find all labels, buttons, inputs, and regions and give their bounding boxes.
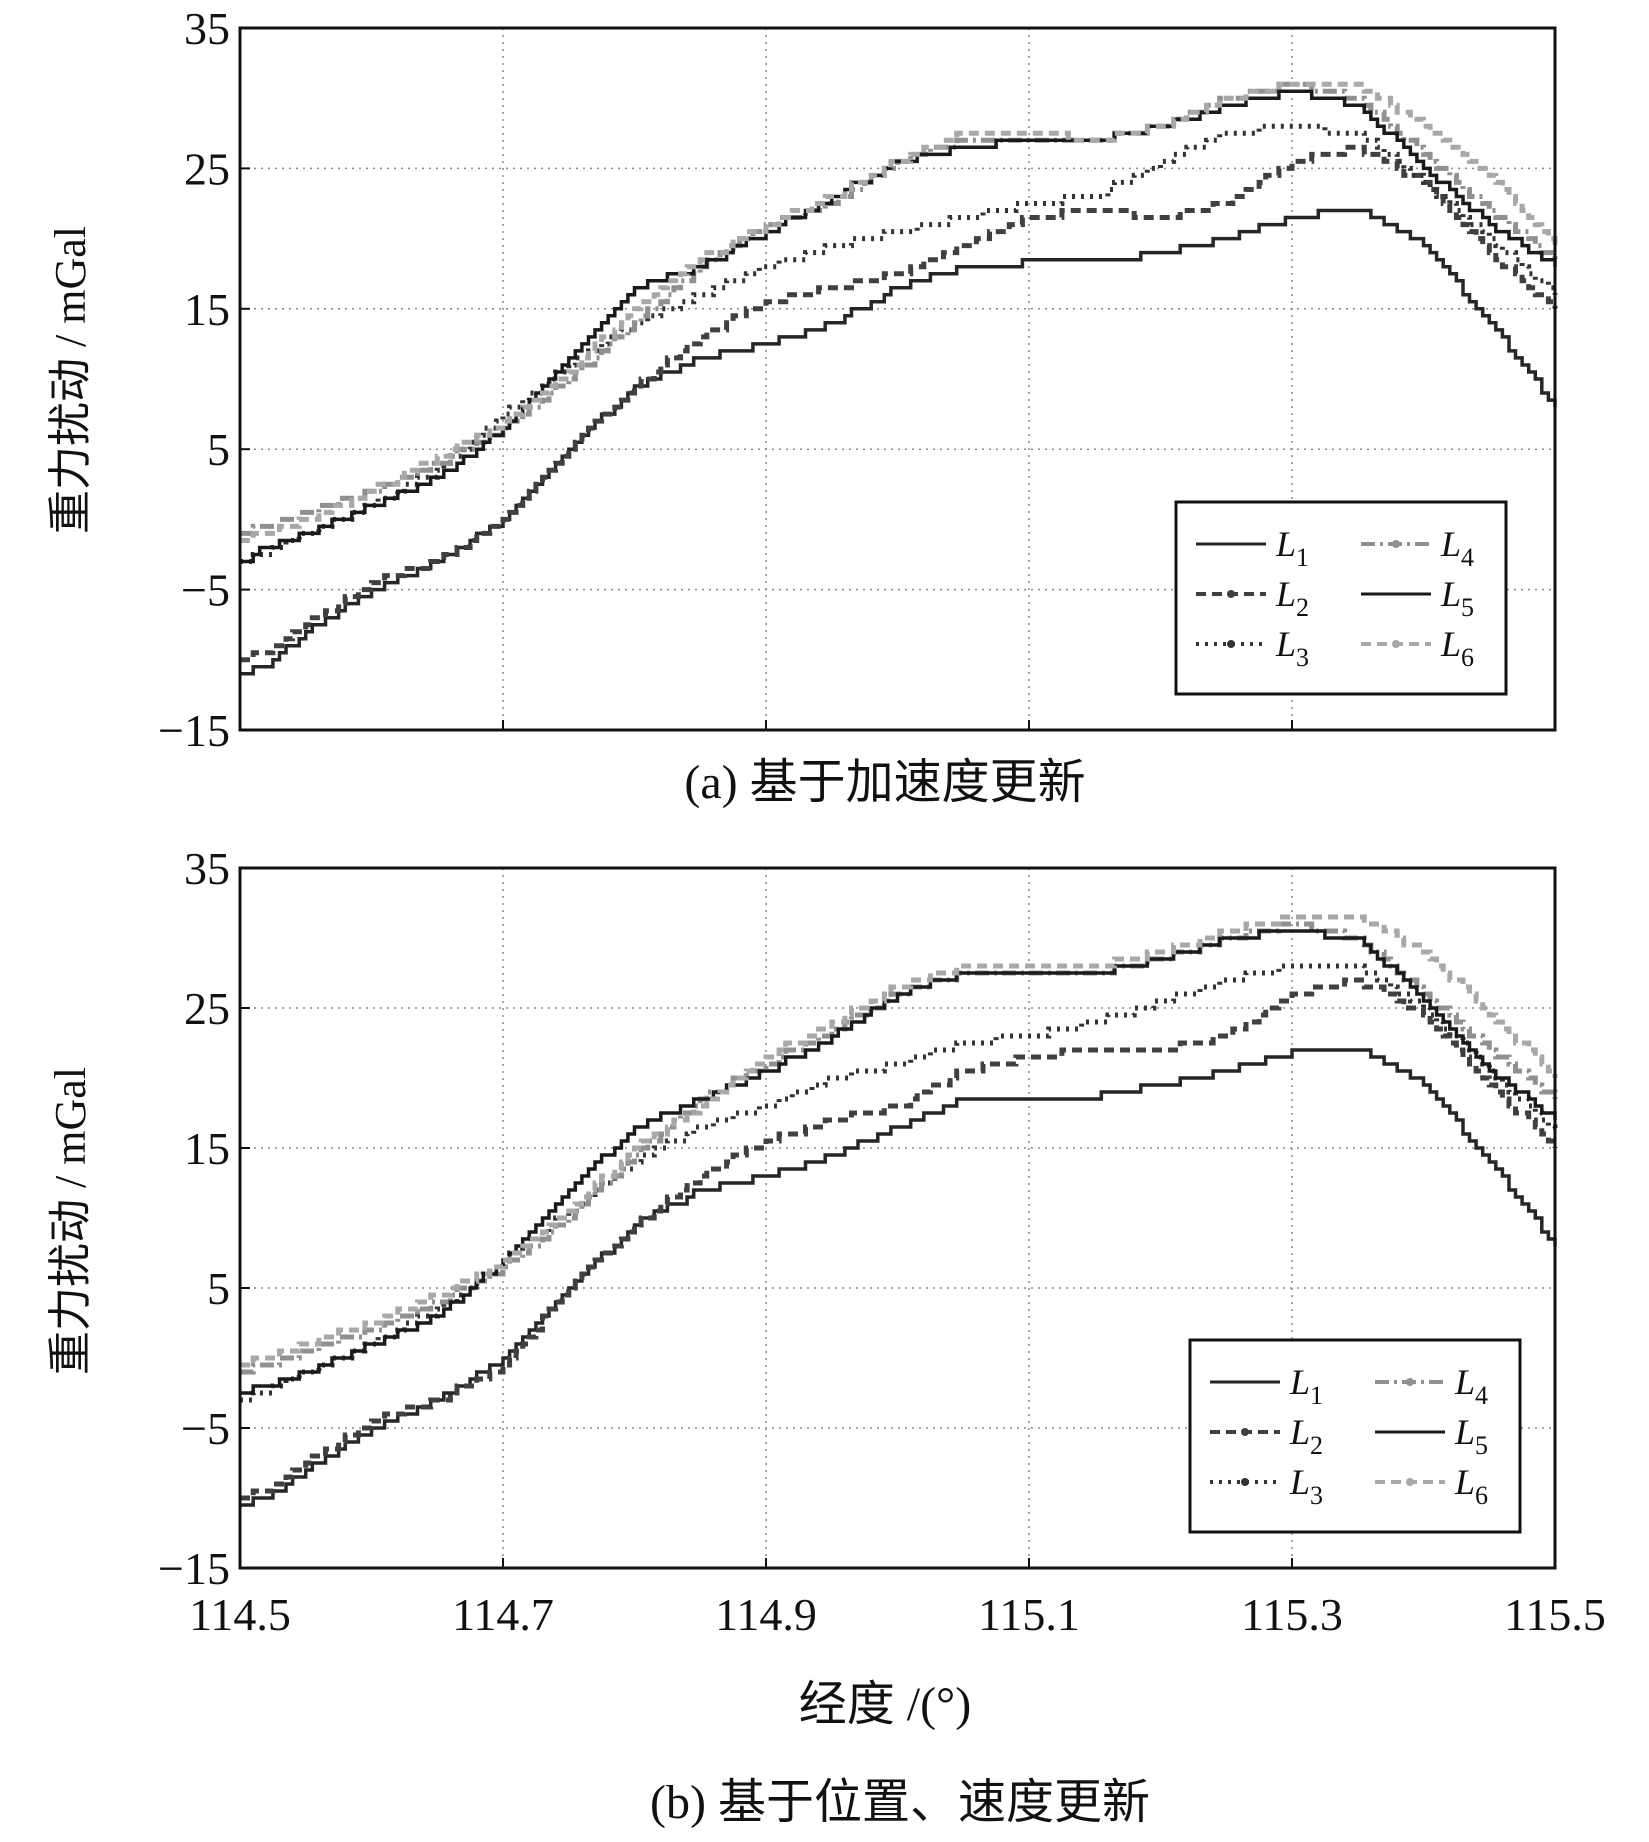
legend-marker: [1406, 1378, 1414, 1386]
series-line-l3: [240, 963, 1558, 1403]
y-tick-label: 25: [184, 983, 230, 1034]
series-line-l6: [240, 914, 1558, 1368]
plot-frame: [238, 26, 1557, 732]
y-tick-label: 35: [184, 3, 230, 54]
x-tick-labels: 114.5 114.7 114.9 115.1 115.3 115.5: [189, 1589, 1606, 1640]
y-tick-label: −15: [158, 1543, 230, 1594]
series-line-l1: [240, 1048, 1557, 1507]
series-line-l4: [240, 81, 1558, 536]
y-axis-label-b: 重力扰动 / mGal: [46, 1067, 95, 1375]
series-line-l2: [240, 144, 1558, 663]
caption-a: (a) 基于加速度更新: [684, 756, 1085, 809]
x-tick-label: 114.7: [452, 1589, 554, 1640]
y-axis-label-a: 重力扰动 / mGal: [46, 226, 95, 534]
plot-frame: [238, 866, 1557, 1570]
y-tick-label: −5: [181, 1403, 230, 1454]
y-tick-label: 5: [207, 1263, 230, 1314]
legend-marker: [1227, 640, 1235, 648]
x-tick-label: 114.9: [715, 1589, 817, 1640]
series-line-l2: [240, 977, 1558, 1501]
legend-marker: [1241, 1478, 1249, 1486]
caption-b: (b) 基于位置、速度更新: [650, 1776, 1150, 1829]
series-line-l6: [240, 81, 1558, 543]
series-line-l5: [240, 89, 1557, 564]
y-tick-label: 35: [184, 843, 230, 894]
x-tick-label: 115.1: [978, 1589, 1080, 1640]
series-line-l3: [240, 123, 1558, 564]
legend-marker: [1241, 1428, 1249, 1436]
legend-marker: [1392, 640, 1400, 648]
x-axis-label: 经度 /(°): [799, 1678, 972, 1731]
y-tick-label: 25: [184, 143, 230, 194]
y-tick-label: −15: [158, 705, 230, 756]
legend-marker: [1406, 1478, 1414, 1486]
legend-marker: [1227, 590, 1235, 598]
series-line-l5: [240, 929, 1557, 1395]
x-tick-label: 115.3: [1241, 1589, 1343, 1640]
y-tick-label: 5: [207, 424, 230, 475]
legend-marker: [1392, 540, 1400, 548]
y-tick-label: 15: [184, 1123, 230, 1174]
y-tick-label: −5: [181, 565, 230, 616]
y-tick-label: 15: [184, 284, 230, 335]
x-tick-label: 114.5: [189, 1589, 291, 1640]
x-tick-label: 115.5: [1504, 1589, 1606, 1640]
